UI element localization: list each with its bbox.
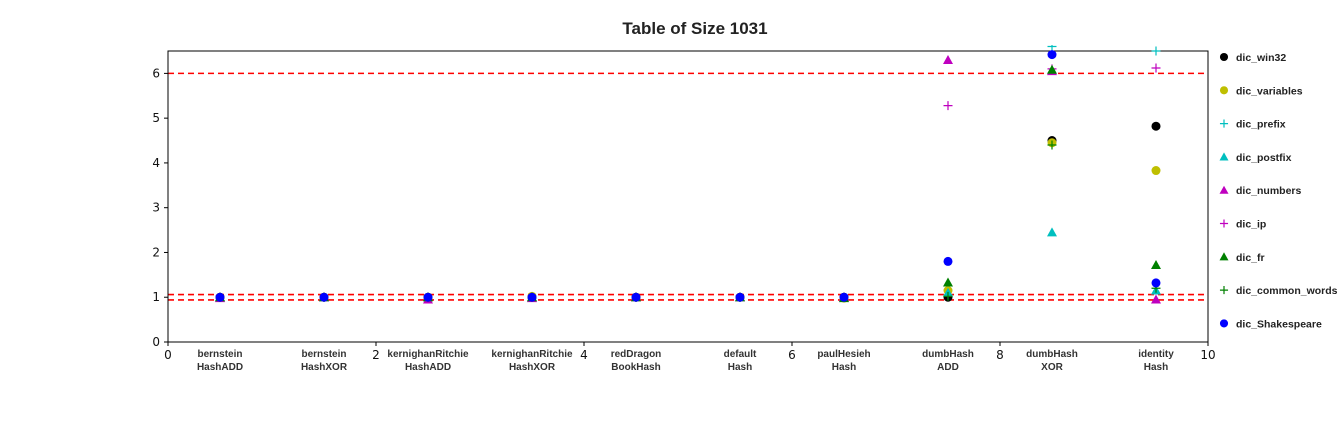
legend-label: dic_postfix xyxy=(1236,152,1292,164)
data-point xyxy=(1219,52,1229,62)
category-label: kernighanRitchie xyxy=(491,349,573,360)
category-label: Hash xyxy=(1144,362,1168,373)
data-point xyxy=(1047,50,1057,60)
category-label: kernighanRitchie xyxy=(387,349,469,360)
category-label: dumbHash xyxy=(922,349,974,360)
category-label: ADD xyxy=(937,362,959,373)
data-point xyxy=(1219,286,1229,295)
category-label: HashADD xyxy=(197,362,243,373)
legend-label: dic_numbers xyxy=(1236,185,1302,197)
category-label: HashADD xyxy=(405,362,451,373)
data-point xyxy=(1219,119,1229,128)
data-point xyxy=(943,101,953,111)
y-tick-label: 1 xyxy=(152,290,160,304)
category-label: Hash xyxy=(728,362,752,373)
x-tick-label: 8 xyxy=(996,348,1004,362)
data-point xyxy=(1047,45,1057,52)
data-point xyxy=(735,292,745,302)
category-label: dumbHash xyxy=(1026,349,1078,360)
data-point xyxy=(943,277,953,287)
data-point xyxy=(631,292,641,302)
data-point xyxy=(1151,121,1161,131)
data-point xyxy=(1219,185,1229,194)
y-tick-label: 2 xyxy=(152,245,160,259)
data-point xyxy=(319,292,329,302)
legend-label: dic_variables xyxy=(1236,85,1303,97)
y-tick-label: 3 xyxy=(152,201,160,215)
y-tick-label: 0 xyxy=(152,335,160,349)
chart-title: Table of Size 1031 xyxy=(622,19,767,38)
data-point xyxy=(1219,219,1229,228)
legend-label: dic_fr xyxy=(1236,252,1265,264)
category-label: Hash xyxy=(832,362,856,373)
data-point xyxy=(943,54,953,64)
y-tick-label: 4 xyxy=(152,156,160,170)
data-point xyxy=(1219,86,1229,95)
x-tick-label: 0 xyxy=(164,348,172,362)
category-label: XOR xyxy=(1041,362,1063,373)
data-point xyxy=(943,291,953,301)
category-label: BookHash xyxy=(611,362,660,373)
data-point xyxy=(1047,140,1057,150)
legend-label: dic_ip xyxy=(1236,219,1266,231)
data-point xyxy=(1151,46,1161,56)
y-tick-label: 6 xyxy=(152,66,160,80)
category-label: paulHesieh xyxy=(817,349,870,360)
category-label: default xyxy=(724,349,757,360)
category-label: bernstein xyxy=(301,349,346,360)
data-point xyxy=(1151,278,1161,288)
data-point xyxy=(1151,166,1161,176)
category-label: HashXOR xyxy=(301,362,348,373)
category-label: HashXOR xyxy=(509,362,556,373)
legend: dic_win32 dic_variables dic_prefix dic_post… xyxy=(1219,52,1338,330)
legend-label: dic_win32 xyxy=(1236,52,1286,64)
data-point xyxy=(1219,252,1229,261)
data-point xyxy=(423,292,433,302)
data-point xyxy=(1219,319,1229,328)
data-point xyxy=(1047,227,1057,237)
y-tick-label: 5 xyxy=(152,111,160,125)
data-point xyxy=(839,292,849,302)
data-point xyxy=(1151,63,1161,73)
x-tick-label: 4 xyxy=(580,348,588,362)
category-label: redDragon xyxy=(611,349,662,360)
category-label: identity xyxy=(1138,349,1174,360)
data-points xyxy=(215,45,1161,304)
legend-label: dic_common_words xyxy=(1236,285,1338,297)
data-point xyxy=(1047,64,1057,74)
legend-label: dic_prefix xyxy=(1236,119,1286,131)
data-point xyxy=(1151,259,1161,269)
legend-label: dic_Shakespeare xyxy=(1236,318,1322,330)
x-tick-label: 6 xyxy=(788,348,796,362)
category-label: bernstein xyxy=(197,349,242,360)
plot-frame xyxy=(167,50,1209,343)
x-tick-label: 2 xyxy=(372,348,380,362)
data-point xyxy=(943,256,953,266)
data-point xyxy=(1151,294,1161,304)
x-tick-label: 10 xyxy=(1200,348,1215,362)
data-point xyxy=(215,292,225,302)
data-point xyxy=(527,292,537,302)
data-point xyxy=(1219,152,1229,161)
